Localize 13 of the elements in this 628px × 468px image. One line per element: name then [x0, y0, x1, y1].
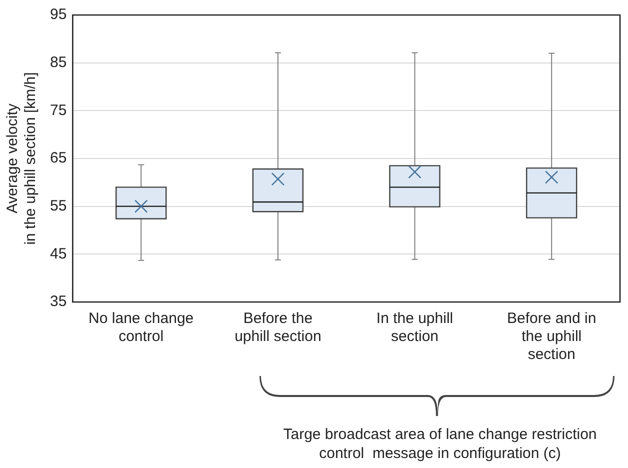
y-tick-label: 75 — [50, 102, 67, 119]
y-tick-label: 45 — [50, 245, 67, 262]
x-tick-label: In the uphill section — [376, 310, 454, 346]
x-tick-label: Before the uphill section — [234, 310, 322, 346]
y-tick-label: 95 — [50, 6, 67, 24]
y-tick-label: 65 — [50, 150, 67, 167]
x-tick-label: Before and in the uphill section — [506, 310, 596, 364]
x-tick-label: No lane change control — [88, 310, 194, 346]
y-tick-label: 85 — [50, 54, 67, 71]
text: Targe broadcast area of lane change restriction control message in configuration (c) — [282, 425, 598, 463]
y-tick-label: 35 — [50, 293, 67, 310]
y-axis-title: Average velocity in the uphill section [km/h] — [4, 72, 40, 245]
y-tick-label: 55 — [50, 197, 67, 214]
